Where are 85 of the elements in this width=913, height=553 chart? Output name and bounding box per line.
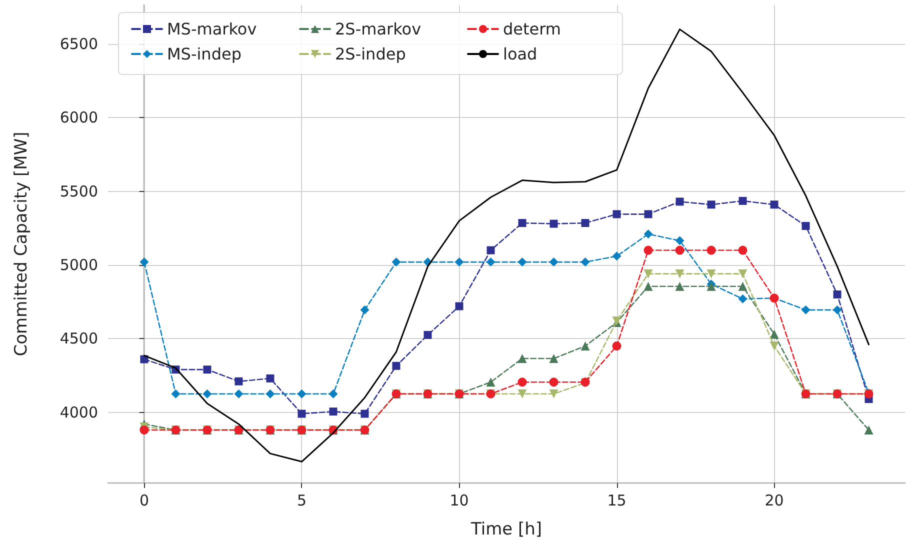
point: [864, 425, 874, 434]
point: [612, 210, 621, 218]
point: [832, 305, 842, 314]
point: [738, 196, 747, 205]
point: [518, 389, 527, 398]
point: [612, 342, 622, 351]
point: [644, 282, 653, 291]
point: [707, 200, 716, 209]
point: [833, 290, 842, 298]
legend-label: 2S-markov: [335, 20, 422, 38]
point: [549, 258, 558, 267]
point: [738, 294, 748, 304]
y-tick-label: 4000: [60, 403, 98, 422]
point: [486, 378, 496, 387]
point: [424, 330, 432, 339]
y-axis-title: Committed Capacity [MW]: [12, 132, 32, 356]
x-tick-label: 10: [450, 492, 469, 510]
point: [518, 258, 527, 267]
point: [203, 366, 212, 374]
point: [738, 282, 748, 291]
point: [518, 219, 526, 228]
point: [770, 200, 778, 209]
point: [392, 362, 400, 370]
point: [644, 269, 653, 278]
point: [140, 425, 149, 434]
point: [675, 246, 684, 255]
point: [644, 246, 653, 255]
x-tick-label: 5: [296, 492, 307, 510]
point: [549, 389, 558, 398]
point: [676, 198, 684, 206]
x-tick-label: 0: [139, 492, 149, 510]
point: [328, 389, 338, 398]
point: [454, 258, 464, 267]
point: [801, 305, 810, 314]
y-tick-label: 6000: [60, 108, 98, 127]
point: [770, 342, 779, 351]
point: [644, 210, 652, 218]
legend-label: 2S-indep: [335, 44, 406, 64]
y-tick-label: 5500: [60, 182, 98, 200]
point: [329, 408, 338, 416]
point: [738, 246, 748, 255]
x-axis-title: Time [h]: [470, 520, 542, 540]
point: [455, 302, 464, 310]
point: [486, 258, 496, 267]
point: [644, 230, 653, 239]
point: [675, 236, 684, 246]
y-tick-label: 5000: [60, 256, 98, 274]
point: [706, 246, 716, 255]
x-tick-label: 15: [607, 492, 626, 510]
point: [360, 410, 369, 418]
point: [234, 389, 244, 398]
point: [518, 354, 527, 364]
point: [738, 269, 748, 278]
point: [580, 258, 590, 267]
point: [549, 354, 558, 364]
point: [266, 389, 275, 398]
point: [706, 269, 716, 278]
y-tick-label: 6500: [60, 35, 98, 54]
point: [770, 330, 779, 339]
point: [171, 389, 180, 398]
point: [580, 342, 590, 351]
point: [297, 389, 306, 398]
point: [486, 246, 495, 254]
point: [802, 222, 810, 230]
legend-label: determ: [503, 20, 561, 38]
point: [140, 355, 148, 364]
point: [675, 282, 684, 291]
point: [202, 389, 212, 398]
legend-label: MS-markov: [167, 20, 257, 38]
point: [392, 258, 401, 267]
point: [234, 377, 243, 386]
point: [266, 374, 274, 382]
point: [550, 220, 558, 228]
point: [581, 219, 590, 228]
y-tick-label: 4500: [60, 330, 98, 348]
point: [675, 269, 684, 278]
x-tick-label: 20: [764, 492, 784, 510]
point: [518, 378, 527, 387]
point: [612, 252, 622, 261]
point: [140, 258, 149, 267]
point: [298, 410, 306, 418]
point: [360, 305, 370, 314]
point: [549, 378, 558, 387]
legend-label: load: [503, 44, 538, 64]
legend-label: MS-indep: [167, 44, 242, 64]
